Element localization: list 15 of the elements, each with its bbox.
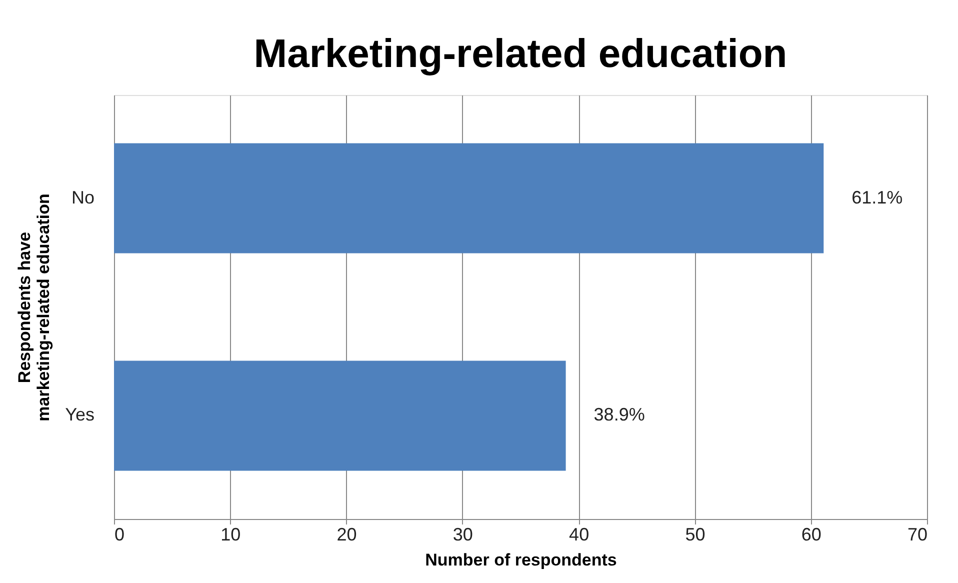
- x-tick-label: 50: [685, 524, 706, 544]
- y-tick-label: No: [71, 187, 94, 208]
- data-label: 38.9%: [594, 404, 645, 425]
- y-axis-title: Respondents have marketing-related education: [15, 194, 54, 422]
- y-tick-label: Yes: [65, 404, 94, 425]
- x-tick-label: 0: [114, 524, 125, 544]
- x-tick-label: 10: [220, 524, 241, 544]
- x-tick-label: 70: [907, 524, 928, 544]
- x-tick-label: 20: [336, 524, 357, 544]
- x-tick-label: 40: [569, 524, 590, 544]
- data-label: 61.1%: [852, 187, 903, 208]
- x-tick-label: 60: [801, 524, 822, 544]
- x-axis-title: Number of respondents: [425, 550, 617, 570]
- x-tick-label: 30: [452, 524, 473, 544]
- chart-title: Marketing-related education: [254, 32, 788, 76]
